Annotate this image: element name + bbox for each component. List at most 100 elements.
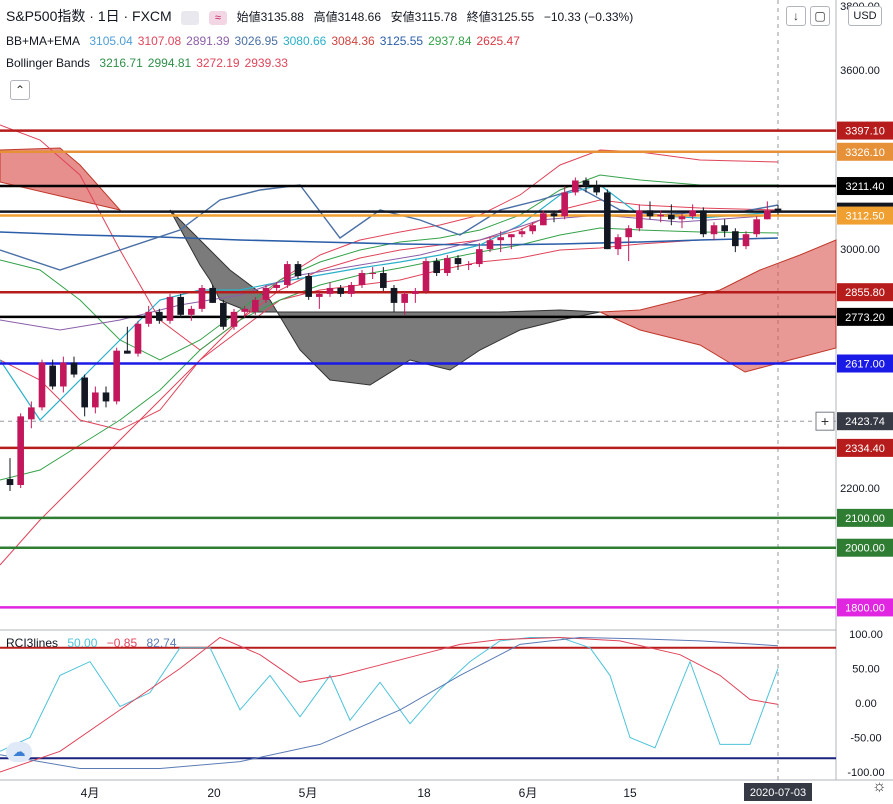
candle-body <box>433 261 440 274</box>
down-arrow-icon[interactable]: ↓ <box>786 6 806 26</box>
high-label: 高値 <box>313 10 338 24</box>
hline-label: 2100.00 <box>845 513 885 525</box>
candle <box>145 305 152 327</box>
hline-label-bg <box>837 206 893 225</box>
hline-label: 2855.80 <box>845 287 885 299</box>
hline-label: 3211.40 <box>846 181 885 193</box>
candle-body <box>710 225 718 235</box>
indicator-value: 3084.36 <box>331 34 375 48</box>
candle <box>241 305 248 318</box>
x-tick: 20 <box>207 786 221 800</box>
candle-body <box>625 228 632 238</box>
candle <box>230 308 238 330</box>
candle <box>636 204 643 232</box>
x-tick: 18 <box>417 786 431 800</box>
fullscreen-icon[interactable]: ▢ <box>810 6 830 26</box>
candle-body <box>188 308 195 315</box>
rci-long <box>0 636 779 770</box>
indicator-value: 3272.19 <box>196 56 240 70</box>
hline-label-bg <box>837 354 893 373</box>
candle <box>390 284 398 312</box>
candle-body <box>678 216 686 220</box>
candle <box>668 204 675 226</box>
open-label: 始値 <box>236 10 261 24</box>
candle-body <box>465 264 472 266</box>
hline-label-bg <box>837 598 893 617</box>
candle-body <box>486 240 494 250</box>
cloud-icon[interactable]: ☁ <box>6 742 32 762</box>
candle <box>529 222 536 235</box>
indicator-value: 2939.33 <box>244 56 288 70</box>
rci-tick: 100.00 <box>849 629 883 641</box>
candle <box>561 186 568 220</box>
indicator-value: 2625.47 <box>476 34 520 48</box>
candle-body <box>305 276 312 297</box>
candle <box>764 201 771 220</box>
symbol-title[interactable]: S&P500指数 · 1日 · FXCM <box>6 8 172 24</box>
rci-tick: 0.00 <box>855 698 876 710</box>
chevron-up-icon[interactable]: ⌃ <box>10 80 30 100</box>
open-value: 3135.88 <box>260 10 304 24</box>
candle-body <box>134 323 142 354</box>
candle-body <box>252 299 259 312</box>
candle-body <box>529 225 536 232</box>
rci-tick: -100.00 <box>847 767 884 779</box>
candle <box>337 284 344 297</box>
candle <box>518 228 526 238</box>
hline-label-bg <box>837 142 893 161</box>
candle-body <box>326 287 334 294</box>
indicator-bbmaema[interactable]: BB+MA+EMA 3105.04 3107.08 2891.39 3026.95 30… <box>6 34 531 48</box>
settings-icon[interactable]: ☼ <box>872 778 887 795</box>
candle <box>28 401 35 429</box>
minus-icon[interactable] <box>181 10 200 25</box>
candle-body <box>572 180 579 193</box>
candle <box>209 284 216 303</box>
indicator-value: 3105.04 <box>89 34 133 48</box>
candle <box>742 231 750 250</box>
candle-body <box>646 210 654 217</box>
candle <box>476 243 483 268</box>
hline-label-bg <box>837 307 893 326</box>
candle <box>124 326 131 354</box>
candle <box>326 281 334 297</box>
candle-body <box>369 273 376 275</box>
close-label: 終値 <box>466 10 491 24</box>
rci-tick: -50.00 <box>850 733 881 745</box>
candle <box>454 255 462 271</box>
candle <box>198 284 206 312</box>
candle <box>593 180 600 196</box>
indicator-value: 3125.55 <box>379 34 424 48</box>
indicator-bollinger[interactable]: Bollinger Bands 3216.71 2994.81 3272.19 293… <box>6 56 299 70</box>
indicator-value: 3080.66 <box>282 34 327 48</box>
indicator-name: BB+MA+EMA <box>6 34 81 48</box>
candle-body <box>550 213 558 217</box>
candle <box>678 213 686 229</box>
indicator-value: 3107.08 <box>137 34 182 48</box>
candle-body <box>721 225 728 232</box>
candle-body <box>593 186 600 193</box>
candle-body <box>60 362 67 387</box>
wave-icon[interactable]: ≈ <box>208 10 227 25</box>
price-tick: 3000.00 <box>840 244 880 256</box>
indicator-value: 2891.39 <box>186 34 230 48</box>
candle-body <box>508 234 515 238</box>
currency-badge[interactable]: USD <box>848 6 882 26</box>
candle <box>6 458 14 491</box>
candle-body <box>497 237 504 241</box>
plus-icon: + <box>821 413 829 429</box>
candle <box>252 296 259 315</box>
candle <box>646 201 654 220</box>
candle <box>540 210 547 226</box>
rci-value-short: 50.00 <box>67 636 98 650</box>
rci-legend[interactable]: RCI3lines 50.00 −0.85 82.74 <box>6 636 177 650</box>
candle-body <box>700 210 707 235</box>
x-tick: 15 <box>623 786 637 800</box>
candle <box>465 261 472 271</box>
indicator-value: 2937.84 <box>428 34 472 48</box>
candle-body <box>668 214 675 220</box>
candle <box>92 386 99 414</box>
candle <box>625 225 632 262</box>
candle <box>316 290 323 309</box>
candle <box>422 258 430 294</box>
